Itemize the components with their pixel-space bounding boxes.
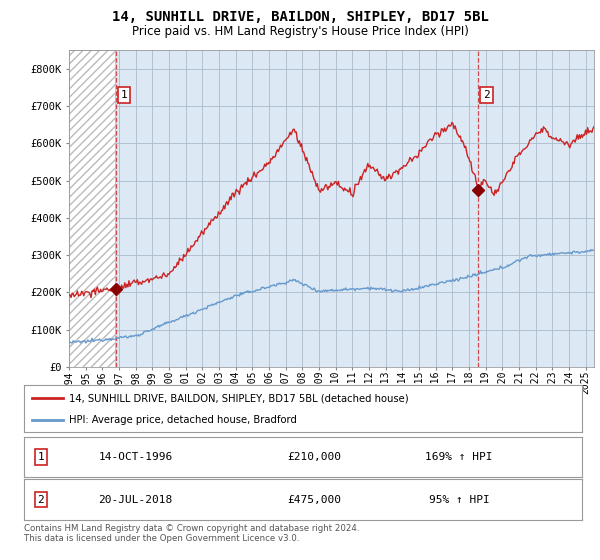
Text: Contains HM Land Registry data © Crown copyright and database right 2024.
This d: Contains HM Land Registry data © Crown c…: [24, 524, 359, 543]
Text: 1: 1: [121, 90, 127, 100]
Text: 2: 2: [37, 494, 44, 505]
Text: 14, SUNHILL DRIVE, BAILDON, SHIPLEY, BD17 5BL (detached house): 14, SUNHILL DRIVE, BAILDON, SHIPLEY, BD1…: [68, 393, 408, 403]
Text: 95% ↑ HPI: 95% ↑ HPI: [429, 494, 490, 505]
Text: Price paid vs. HM Land Registry's House Price Index (HPI): Price paid vs. HM Land Registry's House …: [131, 25, 469, 38]
Text: HPI: Average price, detached house, Bradford: HPI: Average price, detached house, Brad…: [68, 416, 296, 426]
Text: 14-OCT-1996: 14-OCT-1996: [98, 452, 173, 462]
Text: 20-JUL-2018: 20-JUL-2018: [98, 494, 173, 505]
Text: £475,000: £475,000: [287, 494, 341, 505]
Text: 169% ↑ HPI: 169% ↑ HPI: [425, 452, 493, 462]
Bar: [69, 50, 115, 367]
Text: 1: 1: [37, 452, 44, 462]
Text: 2: 2: [483, 90, 490, 100]
Bar: [69, 50, 115, 367]
Text: 14, SUNHILL DRIVE, BAILDON, SHIPLEY, BD17 5BL: 14, SUNHILL DRIVE, BAILDON, SHIPLEY, BD1…: [112, 10, 488, 24]
Text: £210,000: £210,000: [287, 452, 341, 462]
